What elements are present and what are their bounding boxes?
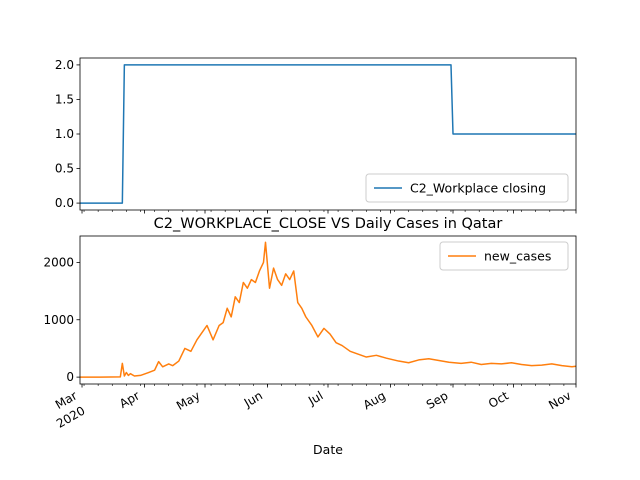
- legend-box: [365, 173, 569, 203]
- x-tick-label: Sep: [424, 388, 451, 411]
- bottom-chart-title: C2_WORKPLACE_CLOSE VS Daily Cases in Qat…: [154, 216, 503, 232]
- y-tick-label: 2.0: [55, 58, 74, 72]
- x-tick-label: Aug: [361, 388, 388, 412]
- y-tick-label: 1.0: [55, 127, 74, 141]
- x-tick-label: Apr: [117, 388, 142, 411]
- series-line-new-cases: [80, 241, 577, 378]
- y-tick-label: 1.5: [55, 92, 74, 106]
- y-tick-label: 1000: [43, 313, 74, 327]
- x-tick-label: Jun: [241, 388, 265, 410]
- series-line-c2-workplace-closing: [80, 64, 576, 204]
- legend-label: C2_Workplace closing: [410, 181, 546, 196]
- legend-label: new_cases: [484, 249, 551, 264]
- y-tick-label: 0.0: [55, 196, 74, 210]
- legend-box: [439, 241, 569, 271]
- x-axis-label: Date: [313, 442, 343, 457]
- y-tick-label: 0: [66, 370, 74, 384]
- x-tick-label: Nov: [546, 388, 573, 412]
- x-tick-label: Oct: [486, 388, 511, 411]
- top-plot-area: 0.0 0.5 1.0 1.5 2.0 C2_Workplace closing: [55, 57, 577, 214]
- x-tick-label: May: [174, 388, 202, 413]
- y-tick-label: 2000: [43, 255, 74, 269]
- x-tick-label: Jul: [305, 388, 325, 408]
- y-tick-label: 0.5: [55, 162, 74, 176]
